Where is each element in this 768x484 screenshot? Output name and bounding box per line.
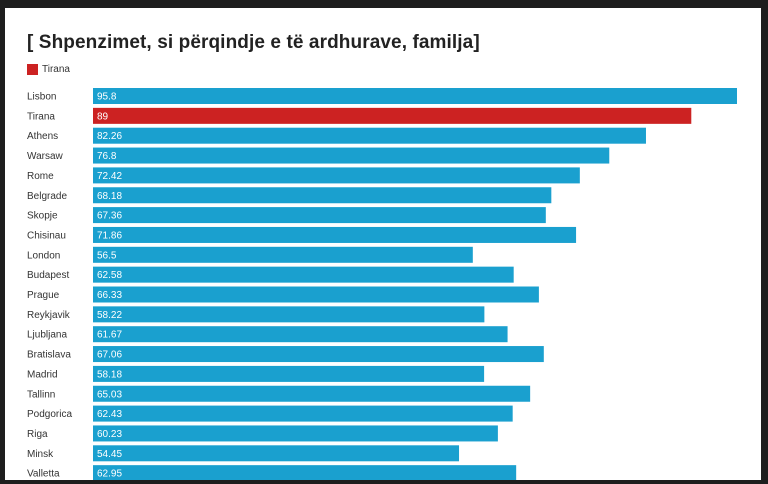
bar-warsaw [93,147,610,164]
category-label-athens: Athens [27,131,58,142]
bar-podgorica [93,405,513,422]
legend-label: Tirana [42,64,70,75]
category-label-london: London [27,250,60,261]
bar-skopje [93,207,546,224]
category-label-rome: Rome [27,171,54,182]
category-label-valletta: Valletta [27,469,60,480]
bar-budapest [93,266,514,283]
value-label-chisinau: 71.86 [97,230,122,241]
value-label-podgorica: 62.43 [97,409,122,420]
category-label-riga: Riga [27,429,48,440]
bar-reykjavik [93,306,485,323]
category-label-tallinn: Tallinn [27,389,55,400]
bar-chart: Lisbon 95.8 Tirana 89 Athens 82.26 Warsaw 76.8 R… [27,88,737,480]
category-label-reykjavik: Reykjavik [27,310,71,321]
chart-frame: [ Shpenzimet, si përqindje e të ardhurav… [5,8,761,480]
legend-swatch [27,64,38,75]
bar-bratislava [93,346,544,363]
value-label-prague: 66.33 [97,290,122,301]
bar-athens [93,127,646,144]
bar-ljubljana [93,326,508,343]
value-label-minsk: 54.45 [97,449,122,460]
value-label-london: 56.5 [97,250,117,261]
bar-rome [93,167,580,184]
category-label-warsaw: Warsaw [27,151,64,162]
category-label-belgrade: Belgrade [27,191,67,202]
bar-tirana [93,107,692,124]
value-label-ljubljana: 61.67 [97,330,122,341]
category-label-bratislava: Bratislava [27,350,71,361]
category-label-minsk: Minsk [27,449,54,460]
category-label-lisbon: Lisbon [27,92,56,103]
category-label-ljubljana: Ljubljana [27,330,67,341]
value-label-tirana: 89 [97,111,109,122]
category-label-budapest: Budapest [27,270,69,281]
value-label-reykjavik: 58.22 [97,310,122,321]
bar-tallinn [93,385,531,402]
legend: Tirana [27,64,70,75]
bar-minsk [93,445,460,462]
bar-belgrade [93,187,552,204]
bar-prague [93,286,539,303]
value-label-athens: 82.26 [97,131,122,142]
value-label-lisbon: 95.8 [97,92,117,103]
value-label-warsaw: 76.8 [97,151,117,162]
value-label-bratislava: 67.06 [97,350,122,361]
value-label-skopje: 67.36 [97,211,122,222]
bar-riga [93,425,498,442]
category-label-skopje: Skopje [27,211,58,222]
bar-chisinau [93,226,577,243]
category-label-prague: Prague [27,290,60,301]
bar-london [93,246,473,263]
value-label-budapest: 62.58 [97,270,122,281]
value-label-madrid: 58.18 [97,369,122,380]
bar-madrid [93,365,485,382]
category-label-tirana: Tirana [27,111,55,122]
value-label-tallinn: 65.03 [97,389,122,400]
chart-title: [ Shpenzimet, si përqindje e të ardhurav… [27,32,480,53]
bar-lisbon [93,88,737,104]
value-label-valletta: 62.95 [97,469,122,480]
bar-valletta [93,465,517,480]
value-label-belgrade: 68.18 [97,191,122,202]
value-label-riga: 60.23 [97,429,122,440]
category-label-podgorica: Podgorica [27,409,72,420]
value-label-rome: 72.42 [97,171,122,182]
category-label-madrid: Madrid [27,369,58,380]
category-label-chisinau: Chisinau [27,230,66,241]
